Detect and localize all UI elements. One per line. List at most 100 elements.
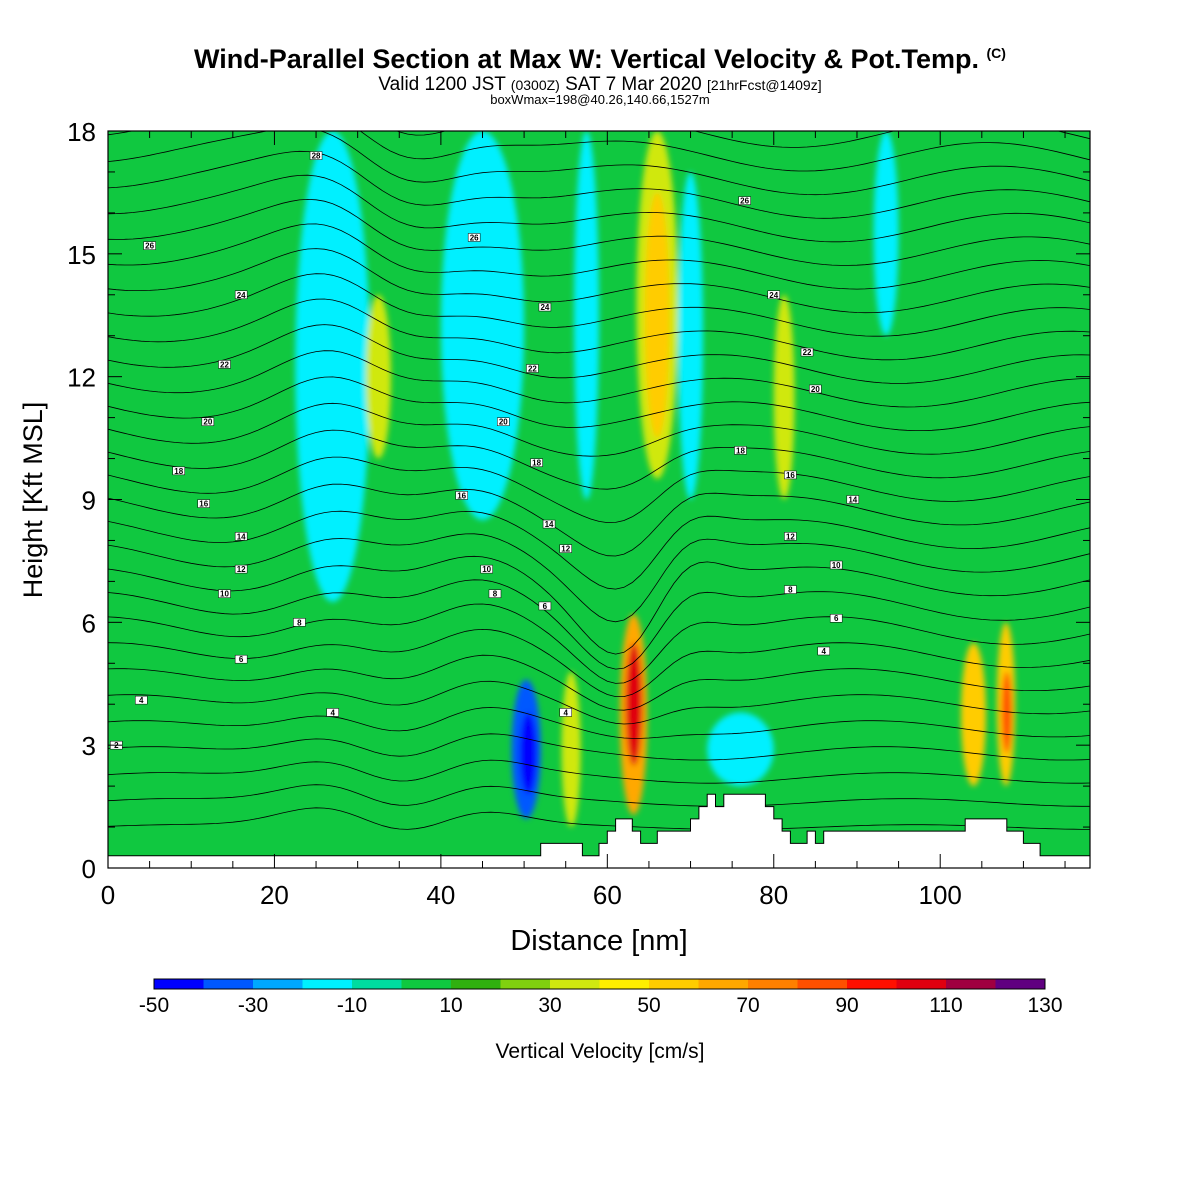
- contour-label: 16: [197, 499, 210, 509]
- contour-label-box: [784, 532, 797, 541]
- w-feature: [519, 712, 537, 795]
- plot-area: 28 26 26 26 24 24 24 22 22 22 20 20 20 18 18 18 16 16 16 14…: [108, 131, 1090, 868]
- contour-label: 6: [829, 613, 843, 623]
- w-feature: [574, 131, 600, 500]
- contour-label-text: 24: [237, 291, 246, 300]
- contour-label-text: 4: [563, 708, 568, 717]
- contour-label: 20: [809, 384, 822, 394]
- terrain-mask: [108, 793, 1090, 868]
- contour-label-text: 24: [540, 303, 549, 312]
- contour-label-box: [800, 347, 814, 357]
- contour-label-text: 6: [543, 602, 548, 611]
- y-tick-label: 3: [82, 731, 96, 761]
- contour-label-box: [530, 458, 543, 467]
- colorbar-segment: [253, 979, 303, 989]
- theta-contour: [108, 131, 1090, 196]
- contour-label-box: [767, 290, 781, 300]
- contour-label: 12: [559, 544, 572, 554]
- theta-contour: [108, 174, 1090, 243]
- contour-label-text: 14: [848, 496, 857, 505]
- contour-label-text: 20: [811, 385, 820, 394]
- contour-label-text: 12: [786, 532, 795, 541]
- theta-contour: [108, 150, 1090, 219]
- contour-label-box: [542, 519, 556, 529]
- contour-label-text: 16: [457, 491, 466, 500]
- contour-label: 24: [234, 290, 248, 300]
- contour-label-box: [809, 384, 822, 394]
- contour-label-box: [143, 241, 156, 250]
- contour-label-text: 28: [312, 152, 321, 161]
- x-tick-label: 60: [593, 880, 622, 910]
- w-feature: [1001, 671, 1012, 754]
- y-axis: 0 3 6 9 12 15 18: [67, 117, 1090, 884]
- contour-label-text: 18: [532, 459, 541, 468]
- y-tick-label: 6: [82, 608, 96, 638]
- contour-label: 10: [829, 560, 843, 570]
- potential-temperature-contours: [108, 131, 1090, 830]
- colorbar-segment: [649, 979, 699, 989]
- contour-label-text: 16: [786, 471, 795, 480]
- contour-label: 18: [172, 466, 185, 476]
- w-feature: [625, 642, 643, 766]
- contour-label: 22: [218, 360, 231, 369]
- colorbar-tick-label: 50: [637, 994, 660, 1017]
- contour-label-box: [559, 708, 572, 717]
- contour-label-box: [480, 564, 493, 574]
- y-tick-label: 18: [67, 117, 96, 147]
- contour-label-text: 12: [237, 565, 246, 574]
- contour-label: 18: [530, 458, 543, 468]
- contour-label-box: [201, 417, 215, 426]
- contour-label: 22: [800, 347, 814, 357]
- contour-label-text: 26: [145, 242, 154, 251]
- theta-contour: [108, 680, 1090, 725]
- contour-label-text: 24: [769, 291, 778, 300]
- x-axis: 0 20 40 60 80 100: [101, 131, 1066, 910]
- contour-label-text: 10: [832, 561, 841, 570]
- colorbar: -50 -30 -10 10 30 50 70 90 110 130: [139, 978, 1063, 1017]
- contour-label: 26: [143, 241, 156, 251]
- colorbar-frame: [153, 978, 1046, 990]
- contour-label: 22: [526, 364, 539, 373]
- theta-contour: [108, 510, 1090, 590]
- theta-contour: [108, 533, 1090, 623]
- x-tick-label: 0: [101, 880, 115, 910]
- contour-label: 12: [784, 532, 797, 541]
- contour-label-box: [197, 499, 210, 508]
- colorbar-segment: [599, 979, 650, 989]
- contour-label-text: 8: [788, 586, 793, 595]
- colorbar-segment: [302, 979, 353, 989]
- contour-label-box: [234, 564, 248, 574]
- colorbar-tick-label: -50: [139, 994, 169, 1017]
- contour-label: 20: [497, 417, 510, 427]
- colorbar-label: Vertical Velocity [cm/s]: [496, 1040, 705, 1063]
- x-tick-label: 20: [260, 880, 289, 910]
- x-tick-label: 80: [759, 880, 788, 910]
- theta-contour: [108, 628, 1090, 697]
- colorbar-segment: [748, 979, 798, 989]
- theta-contour: [108, 273, 1090, 337]
- contour-label: 24: [538, 302, 552, 312]
- theta-contour: [108, 248, 1090, 314]
- contour-label: 8: [784, 585, 797, 595]
- contour-label-text: 14: [237, 532, 246, 541]
- contour-label-text: 22: [803, 348, 812, 357]
- theta-contour: [108, 707, 1090, 739]
- colorbar-segment: [896, 979, 947, 989]
- colorbar-segment: [401, 979, 452, 989]
- theta-contour: [108, 456, 1090, 524]
- contour-label-text: 20: [203, 418, 212, 427]
- theta-contour: [108, 483, 1090, 557]
- contour-label-box: [497, 417, 510, 426]
- contour-label-text: 22: [220, 360, 229, 369]
- contour-label-box: [784, 470, 797, 480]
- contour-label-box: [526, 364, 539, 373]
- x-tick-label: 40: [426, 880, 455, 910]
- contour-label-box: [538, 302, 552, 312]
- theta-contour: [108, 402, 1090, 457]
- x-tick-label: 100: [919, 880, 962, 910]
- colorbar-tick-label: 110: [929, 994, 962, 1017]
- contour-label-text: 26: [470, 233, 479, 242]
- contour-label-box: [218, 589, 231, 598]
- contour-label-box: [234, 654, 248, 664]
